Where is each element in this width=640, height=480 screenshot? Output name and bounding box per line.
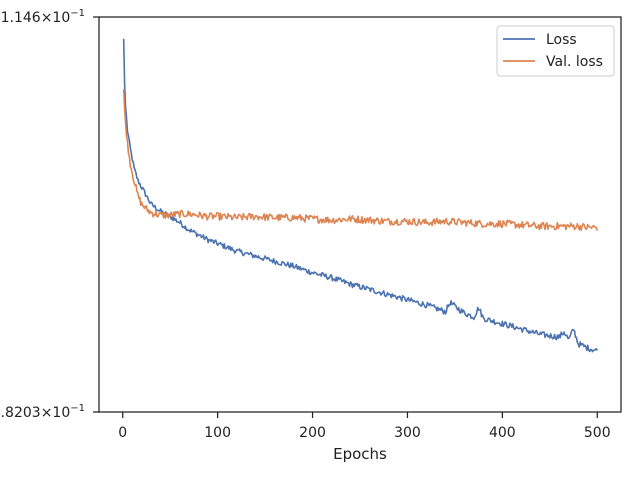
legend: Loss Val. loss	[496, 25, 615, 77]
x-tick-label-300: 300	[394, 425, 421, 441]
series-line-loss	[122, 38, 598, 353]
x-tick-label-100: 100	[204, 425, 231, 441]
x-tick-label-400: 400	[489, 425, 516, 441]
series-line-val-loss	[122, 89, 599, 232]
plot-frame	[98, 16, 622, 413]
series-layer	[122, 38, 599, 353]
x-tick-label-500: 500	[584, 425, 611, 441]
x-tick-label-0: 0	[118, 425, 127, 441]
legend-label-val-loss: Val. loss	[546, 54, 603, 70]
x-axis-ticks: 0 100 200 300 400 500	[118, 412, 611, 441]
x-axis-title: Epochs	[333, 445, 387, 463]
y-tick-label-top: 1.146×10−1	[1, 8, 85, 26]
x-tick-label-200: 200	[299, 425, 326, 441]
y-axis-ticks: 1.146×10−1 0.8203×10−1	[0, 8, 99, 421]
y-tick-label-bottom: 0.8203×10−1	[0, 403, 85, 421]
legend-label-loss: Loss	[546, 32, 577, 48]
